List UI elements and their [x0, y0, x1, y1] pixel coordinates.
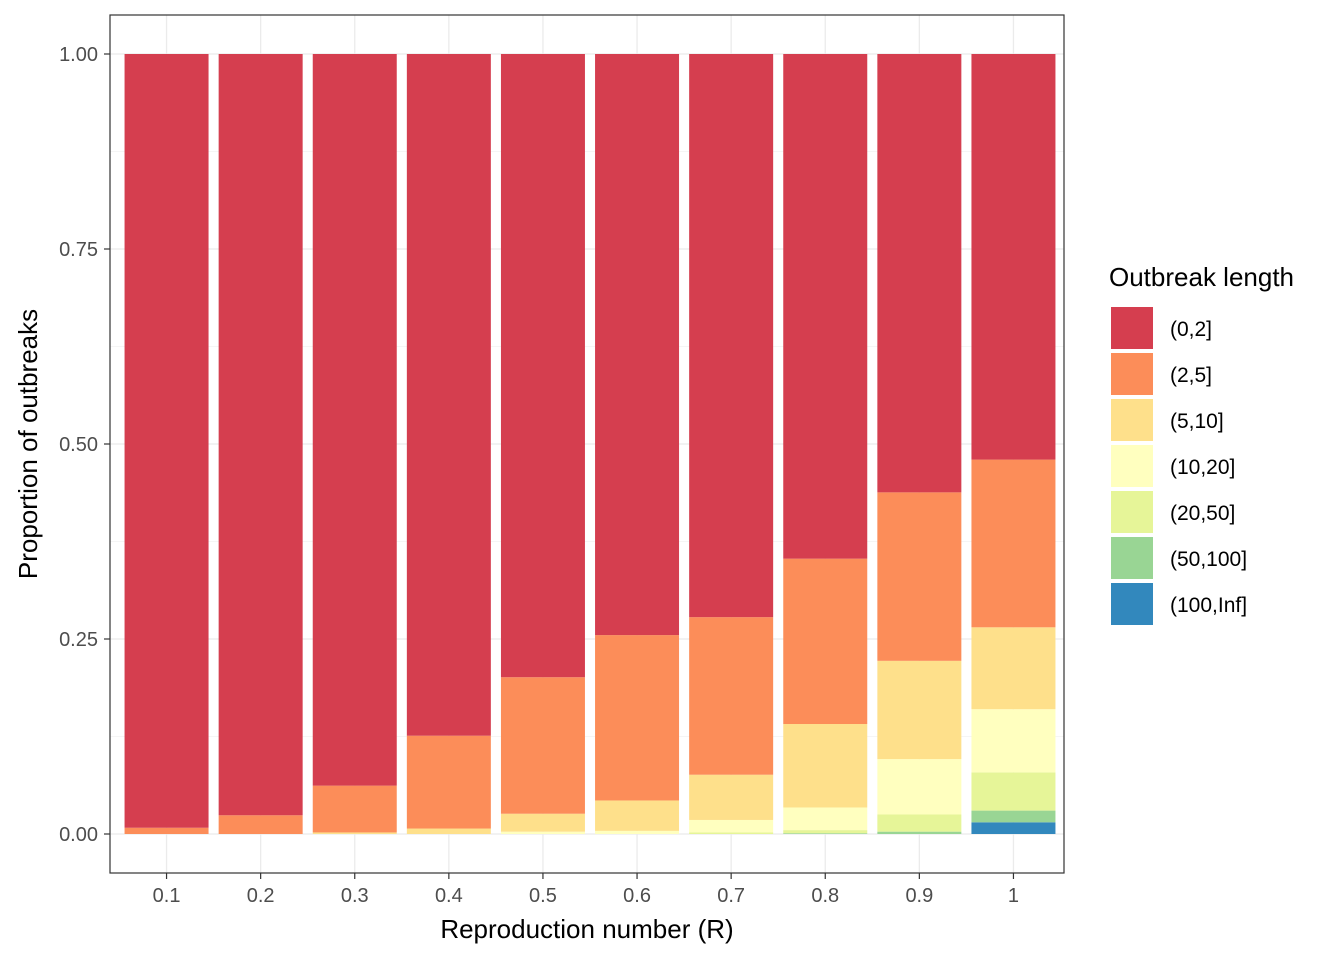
bar-segment: [500, 54, 585, 678]
x-tick-label: 0.5: [529, 885, 557, 907]
y-tick-label: 0.75: [59, 239, 98, 261]
x-tick-label: 1: [1008, 885, 1019, 907]
legend-swatch: [1111, 307, 1153, 349]
bar-segment: [877, 831, 962, 834]
bar-segment: [406, 54, 491, 736]
bar-segment: [783, 54, 868, 559]
legend-label: (50,100]: [1170, 548, 1247, 571]
x-tick-label: 0.6: [623, 885, 651, 907]
y-axis-title: Proportion of outbreaks: [13, 309, 43, 579]
bar-segment: [595, 830, 680, 834]
x-tick-label: 0.8: [811, 885, 839, 907]
bar-segment: [406, 735, 491, 829]
y-tick-label: 0.50: [59, 434, 98, 456]
y-axis: 0.00 0.25 0.50 0.75 1.00: [59, 44, 110, 846]
x-tick-label: 0.9: [905, 885, 933, 907]
legend-label: (10,20]: [1170, 456, 1235, 479]
bar-segment: [595, 635, 680, 801]
x-tick-label: 0.3: [341, 885, 369, 907]
bar-segment: [218, 54, 303, 816]
x-tick-label: 0.4: [435, 885, 463, 907]
bar-segment: [877, 492, 962, 661]
bar-segment: [877, 814, 962, 832]
bar-segment: [971, 709, 1056, 773]
bar-segment: [124, 54, 209, 828]
legend-swatch: [1111, 399, 1153, 441]
bar-segment: [312, 785, 397, 833]
legend-label: (2,5]: [1170, 364, 1212, 387]
bar-segment: [783, 830, 868, 834]
y-tick-label: 0.25: [59, 629, 98, 651]
x-tick-label: 0.2: [247, 885, 275, 907]
legend-label: (20,50]: [1170, 502, 1235, 525]
bars: [124, 54, 1056, 834]
legend-label: (0,2]: [1170, 318, 1212, 341]
bar-segment: [877, 759, 962, 815]
legend-label: (100,Inf]: [1170, 594, 1247, 617]
bar-segment: [124, 827, 209, 834]
legend: Outbreak length (0,2] (2,5] (5,10] (10,20] (…: [1109, 262, 1294, 625]
x-axis-title: Reproduction number (R): [440, 914, 733, 944]
bar-segment: [218, 815, 303, 834]
bar-segment: [689, 774, 774, 820]
legend-label: (5,10]: [1170, 410, 1224, 433]
bar-segment: [783, 558, 868, 725]
bar-segment: [500, 813, 585, 832]
bar-segment: [971, 459, 1056, 628]
bar-segment: [500, 677, 585, 814]
bar-segment: [783, 807, 868, 831]
bar-segment: [971, 822, 1056, 834]
legend-swatch: [1111, 583, 1153, 625]
x-axis: 0.1 0.2 0.3 0.4 0.5 0.6 0.7 0.8 0.9 1: [153, 873, 1019, 907]
bar-segment: [406, 828, 491, 834]
bar-segment: [595, 800, 680, 831]
bar-segment: [877, 660, 962, 760]
bar-segment: [312, 54, 397, 786]
legend-swatch: [1111, 445, 1153, 487]
legend-swatch: [1111, 353, 1153, 395]
bar-segment: [500, 831, 585, 834]
legend-swatch: [1111, 537, 1153, 579]
bar-segment: [783, 724, 868, 808]
legend-title: Outbreak length: [1109, 262, 1294, 292]
x-tick-label: 0.1: [153, 885, 181, 907]
bar-segment: [971, 810, 1056, 823]
bar-segment: [971, 54, 1056, 460]
legend-swatch: [1111, 491, 1153, 533]
y-tick-label: 0.00: [59, 824, 98, 846]
bar-segment: [783, 833, 868, 834]
y-tick-label: 1.00: [59, 44, 98, 66]
bar-segment: [689, 617, 774, 775]
x-tick-label: 0.7: [717, 885, 745, 907]
bar-segment: [689, 54, 774, 618]
bar-segment: [689, 832, 774, 834]
bar-segment: [877, 54, 962, 493]
bar-segment: [971, 627, 1056, 710]
bar-segment: [595, 54, 680, 636]
bar-segment: [971, 772, 1056, 811]
bar-segment: [689, 819, 774, 833]
bar-segment: [312, 832, 397, 834]
